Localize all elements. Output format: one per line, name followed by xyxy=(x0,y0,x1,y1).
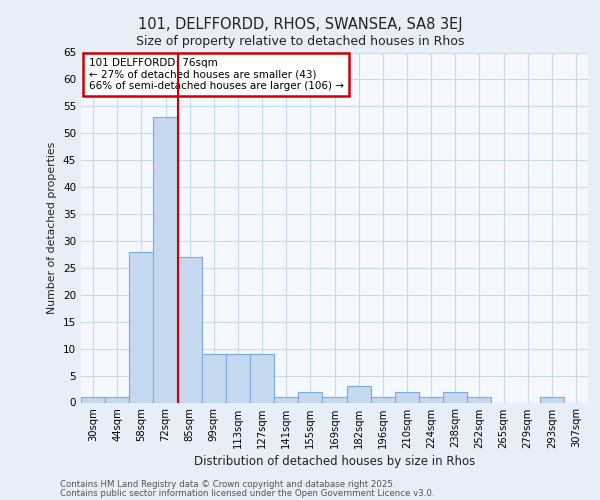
Bar xyxy=(298,392,322,402)
Y-axis label: Number of detached properties: Number of detached properties xyxy=(47,142,58,314)
Bar xyxy=(443,392,467,402)
Bar xyxy=(540,397,564,402)
Text: 101 DELFFORDD: 76sqm
← 27% of detached houses are smaller (43)
66% of semi-detac: 101 DELFFORDD: 76sqm ← 27% of detached h… xyxy=(89,58,344,91)
Bar xyxy=(129,252,154,402)
Bar xyxy=(81,397,105,402)
Bar xyxy=(250,354,274,403)
Bar xyxy=(419,397,443,402)
Bar xyxy=(105,397,129,402)
Bar xyxy=(202,354,226,403)
Bar xyxy=(274,397,298,402)
Bar xyxy=(322,397,347,402)
Text: Size of property relative to detached houses in Rhos: Size of property relative to detached ho… xyxy=(136,35,464,48)
Bar xyxy=(226,354,250,403)
Text: 101, DELFFORDD, RHOS, SWANSEA, SA8 3EJ: 101, DELFFORDD, RHOS, SWANSEA, SA8 3EJ xyxy=(137,18,463,32)
Text: Contains public sector information licensed under the Open Government Licence v3: Contains public sector information licen… xyxy=(60,489,434,498)
X-axis label: Distribution of detached houses by size in Rhos: Distribution of detached houses by size … xyxy=(194,454,475,468)
Bar xyxy=(467,397,491,402)
Bar xyxy=(178,257,202,402)
Bar xyxy=(347,386,371,402)
Bar xyxy=(371,397,395,402)
Bar xyxy=(154,117,178,403)
Text: Contains HM Land Registry data © Crown copyright and database right 2025.: Contains HM Land Registry data © Crown c… xyxy=(60,480,395,489)
Bar xyxy=(395,392,419,402)
